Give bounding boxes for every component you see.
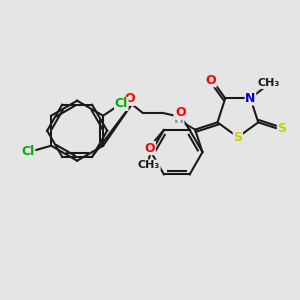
Text: Cl: Cl xyxy=(21,145,34,158)
Text: N: N xyxy=(245,92,256,105)
Text: O: O xyxy=(124,92,135,105)
Text: S: S xyxy=(278,122,286,135)
Text: O: O xyxy=(145,142,155,154)
Text: CH₃: CH₃ xyxy=(138,160,160,170)
Text: S: S xyxy=(233,130,242,144)
Text: O: O xyxy=(176,106,186,119)
Text: H: H xyxy=(174,113,184,127)
Text: CH₃: CH₃ xyxy=(257,78,280,88)
Text: O: O xyxy=(206,74,216,87)
Text: Cl: Cl xyxy=(115,98,128,110)
